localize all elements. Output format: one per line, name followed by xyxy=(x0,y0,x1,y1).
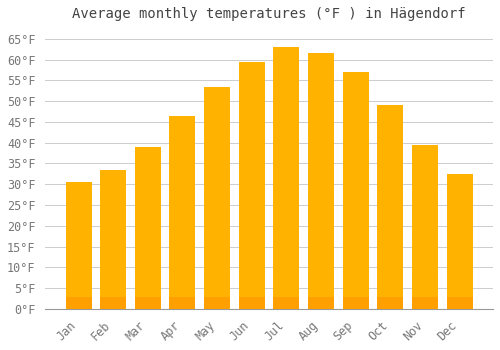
Bar xyxy=(274,296,299,309)
Bar xyxy=(446,296,472,309)
Bar xyxy=(412,145,438,309)
Bar xyxy=(308,53,334,309)
Bar xyxy=(204,86,230,309)
Bar xyxy=(135,147,161,309)
Title: Average monthly temperatures (°F ) in Hägendorf: Average monthly temperatures (°F ) in Hä… xyxy=(72,7,466,21)
Bar xyxy=(342,72,368,309)
Bar xyxy=(308,296,334,309)
Bar xyxy=(66,182,92,309)
Bar xyxy=(239,296,265,309)
Bar xyxy=(378,296,404,309)
Bar xyxy=(170,116,196,309)
Bar xyxy=(100,296,126,309)
Bar xyxy=(100,170,126,309)
Bar xyxy=(170,296,196,309)
Bar xyxy=(135,296,161,309)
Bar xyxy=(412,296,438,309)
Bar xyxy=(239,62,265,309)
Bar xyxy=(378,105,404,309)
Bar xyxy=(66,296,92,309)
Bar xyxy=(446,174,472,309)
Bar xyxy=(342,296,368,309)
Bar xyxy=(274,47,299,309)
Bar xyxy=(204,296,230,309)
